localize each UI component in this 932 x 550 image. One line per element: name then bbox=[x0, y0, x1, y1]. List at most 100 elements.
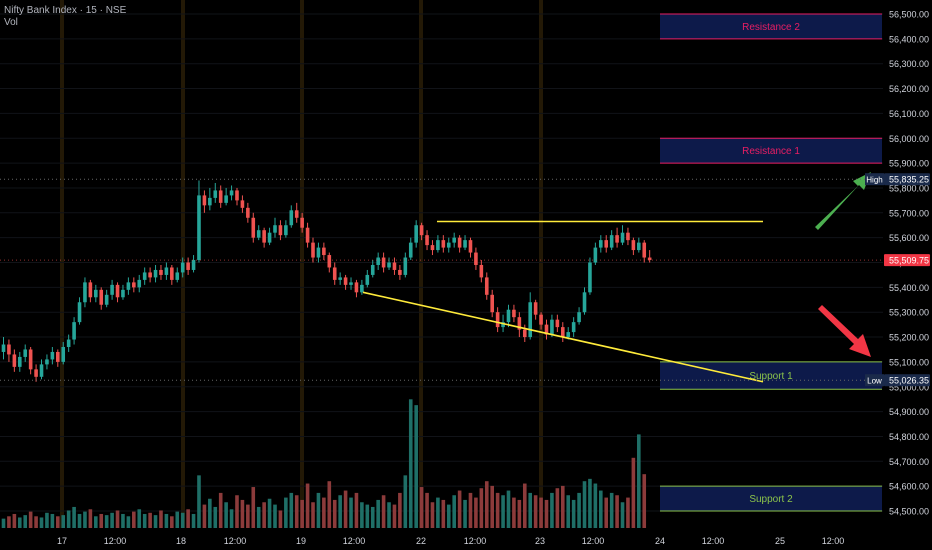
candle-body bbox=[305, 227, 310, 243]
candle-body bbox=[615, 235, 619, 243]
candle-body bbox=[83, 282, 87, 303]
volume-bar bbox=[544, 499, 549, 528]
candle-body bbox=[387, 262, 391, 268]
high-tag-label: High bbox=[866, 176, 882, 185]
candle-body bbox=[294, 210, 299, 218]
volume-bar bbox=[148, 512, 152, 528]
candle-body bbox=[126, 282, 131, 290]
time-tick-label: 12:00 bbox=[822, 536, 845, 546]
time-tick-label: 19 bbox=[296, 536, 306, 546]
candle-body bbox=[425, 235, 429, 246]
candle bbox=[322, 242, 326, 261]
time-axis-bg bbox=[0, 528, 932, 550]
volume-bar bbox=[468, 492, 473, 528]
candle-body bbox=[278, 225, 283, 236]
volume-bar bbox=[94, 516, 98, 528]
candle-body bbox=[468, 240, 473, 253]
price-tick-label: 54,900.00 bbox=[889, 407, 929, 417]
candle bbox=[208, 187, 212, 211]
candle bbox=[495, 307, 500, 333]
candle bbox=[197, 180, 201, 263]
volume-bar bbox=[126, 516, 131, 528]
volume-bar bbox=[387, 502, 391, 528]
candle bbox=[544, 319, 549, 340]
volume-bar bbox=[560, 485, 565, 528]
price-tick-label: 56,000.00 bbox=[889, 134, 929, 144]
candle-body bbox=[365, 274, 370, 285]
volume-bar bbox=[615, 495, 619, 528]
volume-bar bbox=[208, 498, 212, 528]
candle-body bbox=[164, 267, 169, 275]
support-2-zone: Support 2 bbox=[660, 485, 882, 512]
volume-bar bbox=[419, 487, 424, 528]
volume-bar bbox=[588, 478, 592, 528]
candle-body bbox=[533, 302, 538, 315]
candle-body bbox=[180, 262, 185, 273]
price-axis-bg bbox=[883, 0, 932, 550]
volume-bar bbox=[153, 515, 158, 528]
candle bbox=[191, 255, 196, 273]
resistance-2-zone: Resistance 2 bbox=[660, 13, 882, 40]
volume-bar bbox=[631, 457, 636, 528]
candle bbox=[23, 344, 28, 362]
candle-body bbox=[23, 349, 28, 357]
volume-bar bbox=[506, 490, 511, 528]
volume-bar bbox=[132, 511, 136, 528]
candle bbox=[175, 267, 180, 283]
volume-bar bbox=[495, 492, 500, 528]
candle-body bbox=[392, 262, 397, 270]
candle bbox=[213, 182, 218, 203]
time-tick-label: 12:00 bbox=[343, 536, 366, 546]
volume-bar bbox=[191, 513, 196, 528]
price-tick-label: 55,100.00 bbox=[889, 357, 929, 367]
candle-body bbox=[479, 264, 484, 278]
candle bbox=[12, 349, 17, 372]
candle-body bbox=[620, 232, 625, 243]
candle-body bbox=[588, 262, 592, 293]
candle bbox=[419, 222, 424, 241]
candle bbox=[599, 235, 603, 253]
candle-body bbox=[403, 257, 408, 275]
candle bbox=[61, 342, 66, 365]
volume-bar bbox=[224, 502, 228, 528]
volume-bar bbox=[240, 499, 245, 528]
candle-body bbox=[376, 257, 380, 265]
volume-bar bbox=[474, 497, 478, 528]
price-tick-label: 56,400.00 bbox=[889, 34, 929, 44]
candle bbox=[387, 257, 391, 270]
candle-body bbox=[604, 240, 609, 248]
volume-bar bbox=[17, 517, 22, 528]
candle bbox=[360, 279, 364, 295]
candle-body bbox=[528, 302, 533, 338]
candle-body bbox=[289, 210, 294, 226]
candle bbox=[34, 364, 38, 382]
symbol-title[interactable]: Nifty Bank Index · 15 · NSE bbox=[4, 5, 127, 16]
candle-body bbox=[631, 240, 636, 251]
price-tick-label: 56,100.00 bbox=[889, 109, 929, 119]
candle bbox=[94, 284, 98, 303]
price-tick-label: 55,900.00 bbox=[889, 159, 929, 169]
volume-bar bbox=[262, 502, 266, 528]
candle-body bbox=[642, 242, 647, 258]
candle-body bbox=[582, 292, 587, 313]
candle-body bbox=[170, 267, 174, 280]
volume-bar bbox=[452, 495, 456, 528]
price-tick-label: 56,300.00 bbox=[889, 59, 929, 69]
volume-bar bbox=[414, 405, 418, 528]
candle-body bbox=[284, 225, 288, 236]
candle bbox=[365, 269, 370, 288]
candle-body bbox=[50, 351, 55, 360]
candle-body bbox=[229, 190, 234, 196]
candle bbox=[316, 242, 321, 263]
candle bbox=[376, 252, 380, 270]
volume-bar bbox=[77, 513, 82, 528]
volume-bar bbox=[446, 504, 451, 528]
candle-body bbox=[246, 207, 250, 218]
candle-body bbox=[175, 272, 180, 280]
volume-bar bbox=[550, 492, 554, 528]
session-separator bbox=[419, 0, 423, 528]
volume-bar bbox=[463, 499, 467, 528]
candle bbox=[218, 185, 223, 208]
